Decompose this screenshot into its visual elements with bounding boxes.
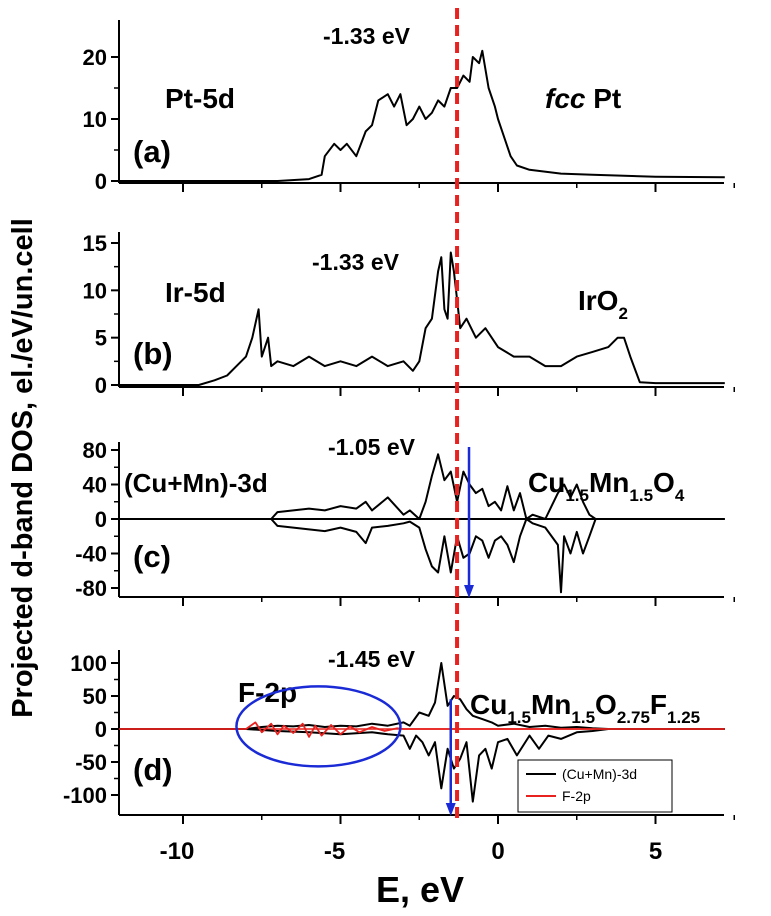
- x-tick-label: -5: [324, 838, 345, 865]
- series-line-spin-down: [120, 518, 725, 594]
- material-formula: Cu1.5Mn1.5O4: [528, 467, 685, 505]
- x-axis-label: E, eV: [376, 869, 464, 910]
- d-band-center-label: -1.33 eV: [323, 23, 411, 49]
- legend-label: (Cu+Mn)-3d: [562, 766, 637, 782]
- y-tick-label: 0: [95, 717, 107, 742]
- formula-text: Mn: [589, 467, 629, 498]
- d-band-center-label: -1.45 eV: [328, 646, 416, 672]
- y-tick-label: 10: [83, 278, 107, 303]
- panel-a: 0 10 20 -1.33 eV Pt-5d (a) fcc Pt: [83, 20, 735, 194]
- panel-b: 0 5 10 15 -1.33 eV Ir-5d (b) IrO2: [83, 231, 735, 398]
- formula-text: Cu: [528, 467, 565, 498]
- formula-subscript: 1.5: [507, 708, 531, 727]
- series-line-ir-5d: [120, 251, 725, 386]
- y-tick-label: 80: [83, 438, 107, 463]
- legend-label: F-2p: [562, 788, 591, 804]
- y-tick-label: -50: [75, 750, 107, 775]
- formula-text: Mn: [531, 689, 571, 720]
- y-tick-label: 5: [95, 326, 107, 351]
- y-tick-label: -80: [75, 576, 107, 601]
- y-tick-label: 10: [83, 107, 107, 132]
- formula-text: fcc: [545, 83, 586, 114]
- blue-arrow-head-icon: [445, 803, 456, 816]
- legend-box: [517, 759, 673, 813]
- y-tick-label: 20: [83, 45, 107, 70]
- formula-text: Cu: [470, 689, 507, 720]
- y-tick-label: 50: [83, 684, 107, 709]
- x-tick-label: -10: [160, 838, 195, 865]
- y-tick-label: 15: [83, 231, 107, 256]
- formula-text: O: [595, 689, 617, 720]
- formula-subscript: 1.5: [629, 486, 653, 505]
- panel-label: (b): [133, 336, 173, 371]
- formula-subscript: 1.25: [667, 708, 700, 727]
- formula-text: Pt: [585, 83, 621, 114]
- panel-label: (c): [133, 539, 171, 574]
- material-formula: fcc Pt: [545, 83, 621, 114]
- y-tick-label: 100: [70, 651, 107, 676]
- orbital-label: F-2p: [238, 677, 297, 708]
- y-axis-label: Projected d-band DOS, el./eV/un.cell: [7, 218, 39, 718]
- f2p-highlight-ellipse: [235, 685, 402, 768]
- formula-text: IrO: [578, 285, 618, 316]
- panel-label: (d): [133, 752, 173, 787]
- formula-subscript: 2: [618, 304, 627, 323]
- series-line--cu-mn-3d-down: [120, 728, 725, 803]
- d-band-center-label: -1.33 eV: [312, 249, 400, 275]
- formula-subscript: 1.5: [571, 708, 595, 727]
- formula-subscript: 1.5: [565, 486, 589, 505]
- x-tick-label: 0: [491, 838, 504, 865]
- series-line-f-2p: [120, 721, 725, 738]
- series-line-spin-up: [120, 453, 725, 520]
- y-tick-label: -100: [63, 783, 107, 808]
- x-tick-label: 5: [649, 838, 662, 865]
- formula-subscript: 4: [675, 486, 685, 505]
- orbital-label: Pt-5d: [165, 83, 235, 114]
- orbital-label: Ir-5d: [165, 277, 226, 308]
- formula-text: O: [653, 467, 675, 498]
- y-tick-label: 40: [83, 473, 107, 498]
- series-line--cu-mn-3d: [120, 662, 725, 730]
- y-tick-label: 0: [95, 169, 107, 194]
- material-formula: Cu1.5Mn1.5O2.75F1.25: [470, 689, 700, 727]
- formula-subscript: 2.75: [617, 708, 650, 727]
- legend: (Cu+Mn)-3d F-2p: [517, 759, 673, 813]
- d-band-center-label: -1.05 eV: [328, 434, 416, 460]
- y-tick-label: 0: [95, 507, 107, 532]
- orbital-label: (Cu+Mn)-3d: [124, 468, 268, 498]
- formula-text: F: [650, 689, 667, 720]
- material-formula: IrO2: [578, 285, 628, 323]
- y-tick-label: -40: [75, 542, 107, 567]
- blue-arrow-head-icon: [464, 585, 475, 598]
- series-line-pt-5d: [120, 49, 725, 182]
- panel-label: (a): [133, 134, 171, 169]
- y-tick-label: 0: [95, 373, 107, 398]
